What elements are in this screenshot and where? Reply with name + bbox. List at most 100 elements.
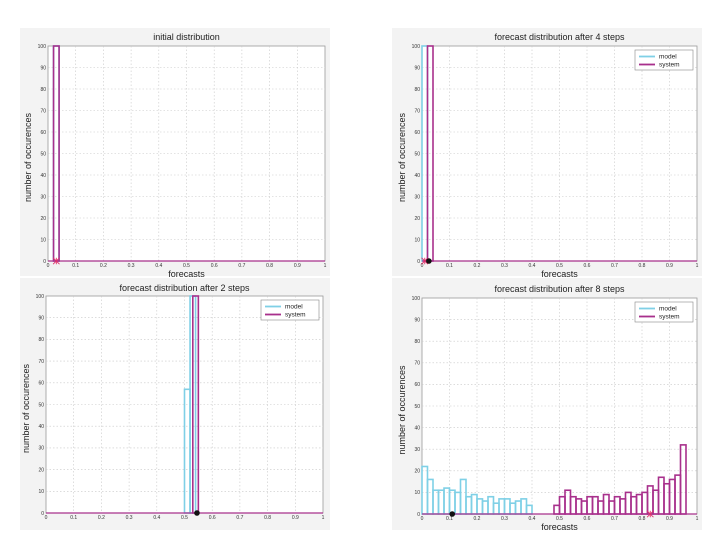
x-tick-label: 0.7 bbox=[236, 515, 243, 521]
y-tick-label: 80 bbox=[414, 87, 420, 93]
x-tick-label: 0.8 bbox=[639, 516, 646, 522]
x-tick-label: 0.6 bbox=[584, 516, 591, 522]
charts-layer: 0 0.1 0.2 0.3 0.4 0.5 0.6 0.7 0.8 0.9 101020304050… bbox=[21, 32, 699, 532]
y-tick-label: 90 bbox=[40, 65, 46, 71]
x-tick-label: 1 bbox=[324, 263, 327, 269]
x-axis-label: forecasts bbox=[541, 522, 578, 532]
y-tick-label: 40 bbox=[414, 173, 420, 179]
legend-label-system: system bbox=[285, 312, 306, 319]
x-tick-label: 0.3 bbox=[126, 515, 133, 521]
y-tick-label: 70 bbox=[38, 359, 44, 365]
x-tick-label: 0.3 bbox=[501, 263, 508, 269]
y-tick-label: 50 bbox=[414, 151, 420, 157]
x-tick-label: 0 bbox=[421, 516, 424, 522]
y-tick-label: 70 bbox=[414, 108, 420, 114]
star-marker bbox=[52, 257, 60, 265]
x-tick-label: 0.2 bbox=[474, 263, 481, 269]
forecast-dot-marker bbox=[426, 258, 432, 264]
x-tick-label: 0.9 bbox=[666, 263, 673, 269]
y-tick-label: 50 bbox=[40, 151, 46, 157]
y-tick-label: 100 bbox=[36, 294, 45, 300]
y-tick-label: 0 bbox=[417, 259, 420, 265]
x-tick-label: 1 bbox=[696, 516, 699, 522]
x-tick-label: 0.7 bbox=[611, 263, 618, 269]
x-tick-label: 0.1 bbox=[446, 516, 453, 522]
x-tick-label: 1 bbox=[696, 263, 699, 269]
x-tick-label: 0.6 bbox=[209, 515, 216, 521]
y-axis-label: number of occurences bbox=[21, 363, 31, 453]
x-tick-label: 0.8 bbox=[639, 263, 646, 269]
y-tick-label: 30 bbox=[38, 446, 44, 452]
y-tick-label: 90 bbox=[414, 317, 420, 323]
star-marker bbox=[646, 510, 654, 518]
x-tick-label: 0.4 bbox=[529, 263, 536, 269]
y-tick-label: 0 bbox=[43, 259, 46, 265]
x-tick-label: 0.8 bbox=[264, 515, 271, 521]
x-tick-label: 0.7 bbox=[238, 263, 245, 269]
legend-label-model: model bbox=[659, 306, 677, 313]
x-tick-label: 0.9 bbox=[294, 263, 301, 269]
x-tick-label: 0.5 bbox=[556, 516, 563, 522]
y-tick-label: 50 bbox=[414, 404, 420, 410]
chart-3: 0 0.1 0.2 0.3 0.4 0.5 0.6 0.7 0.8 0.9 101020304050… bbox=[21, 283, 325, 521]
x-tick-label: 0.5 bbox=[181, 515, 188, 521]
x-tick-label: 0.5 bbox=[556, 263, 563, 269]
chart-4: 0 0.1 0.2 0.3 0.4 0.5 0.6 0.7 0.8 0.9 101020304050… bbox=[397, 284, 699, 532]
y-tick-label: 80 bbox=[40, 87, 46, 93]
y-tick-label: 10 bbox=[38, 489, 44, 495]
y-tick-label: 10 bbox=[414, 237, 420, 243]
y-axis-label: number of occurences bbox=[397, 365, 407, 455]
x-axis-label: forecasts bbox=[168, 269, 205, 279]
y-tick-label: 20 bbox=[414, 469, 420, 475]
y-tick-label: 40 bbox=[414, 425, 420, 431]
legend-label-system: system bbox=[659, 62, 680, 69]
chart-title: forecast distribution after 8 steps bbox=[494, 284, 625, 294]
y-axis-label: number of occurences bbox=[23, 112, 33, 202]
x-tick-label: 0.4 bbox=[529, 516, 536, 522]
x-tick-label: 0.8 bbox=[266, 263, 273, 269]
y-tick-label: 30 bbox=[40, 194, 46, 200]
star-marker bbox=[421, 257, 429, 265]
x-tick-label: 0.2 bbox=[474, 516, 481, 522]
chart-1: 0 0.1 0.2 0.3 0.4 0.5 0.6 0.7 0.8 0.9 101020304050… bbox=[23, 32, 327, 279]
x-tick-label: 0.6 bbox=[584, 263, 591, 269]
y-tick-label: 40 bbox=[40, 173, 46, 179]
x-tick-label: 0.9 bbox=[666, 516, 673, 522]
y-tick-label: 70 bbox=[40, 108, 46, 114]
chart-title: forecast distribution after 4 steps bbox=[494, 32, 625, 42]
y-tick-label: 20 bbox=[40, 216, 46, 222]
y-tick-label: 0 bbox=[41, 511, 44, 517]
x-tick-label: 0.3 bbox=[501, 516, 508, 522]
x-tick-label: 0.9 bbox=[292, 515, 299, 521]
y-tick-label: 40 bbox=[38, 424, 44, 430]
chart-title: forecast distribution after 2 steps bbox=[119, 283, 250, 293]
y-tick-label: 90 bbox=[38, 316, 44, 322]
x-tick-label: 0.4 bbox=[155, 263, 162, 269]
x-tick-label: 0.1 bbox=[72, 263, 79, 269]
chart-title: initial distribution bbox=[153, 32, 220, 42]
y-tick-label: 90 bbox=[414, 65, 420, 71]
legend-label-system: system bbox=[659, 314, 680, 321]
y-tick-label: 10 bbox=[40, 237, 46, 243]
y-tick-label: 10 bbox=[414, 490, 420, 496]
x-tick-label: 0.2 bbox=[100, 263, 107, 269]
y-tick-label: 20 bbox=[414, 216, 420, 222]
forecast-dot-marker bbox=[449, 511, 456, 517]
x-tick-label: 0 bbox=[45, 515, 48, 521]
y-tick-label: 70 bbox=[414, 361, 420, 367]
y-tick-label: 60 bbox=[40, 130, 46, 136]
x-tick-label: 0.7 bbox=[611, 516, 618, 522]
x-tick-label: 0.1 bbox=[446, 263, 453, 269]
chart-2: 0 0.1 0.2 0.3 0.4 0.5 0.6 0.7 0.8 0.9 101020304050… bbox=[397, 32, 699, 279]
y-tick-label: 60 bbox=[414, 382, 420, 388]
y-tick-label: 100 bbox=[412, 44, 421, 50]
x-tick-label: 0.6 bbox=[211, 263, 218, 269]
y-tick-label: 30 bbox=[414, 194, 420, 200]
y-tick-label: 80 bbox=[414, 339, 420, 345]
x-tick-label: 1 bbox=[322, 515, 325, 521]
y-tick-label: 60 bbox=[414, 130, 420, 136]
y-axis-label: number of occurences bbox=[397, 112, 407, 202]
y-tick-label: 100 bbox=[412, 296, 421, 302]
